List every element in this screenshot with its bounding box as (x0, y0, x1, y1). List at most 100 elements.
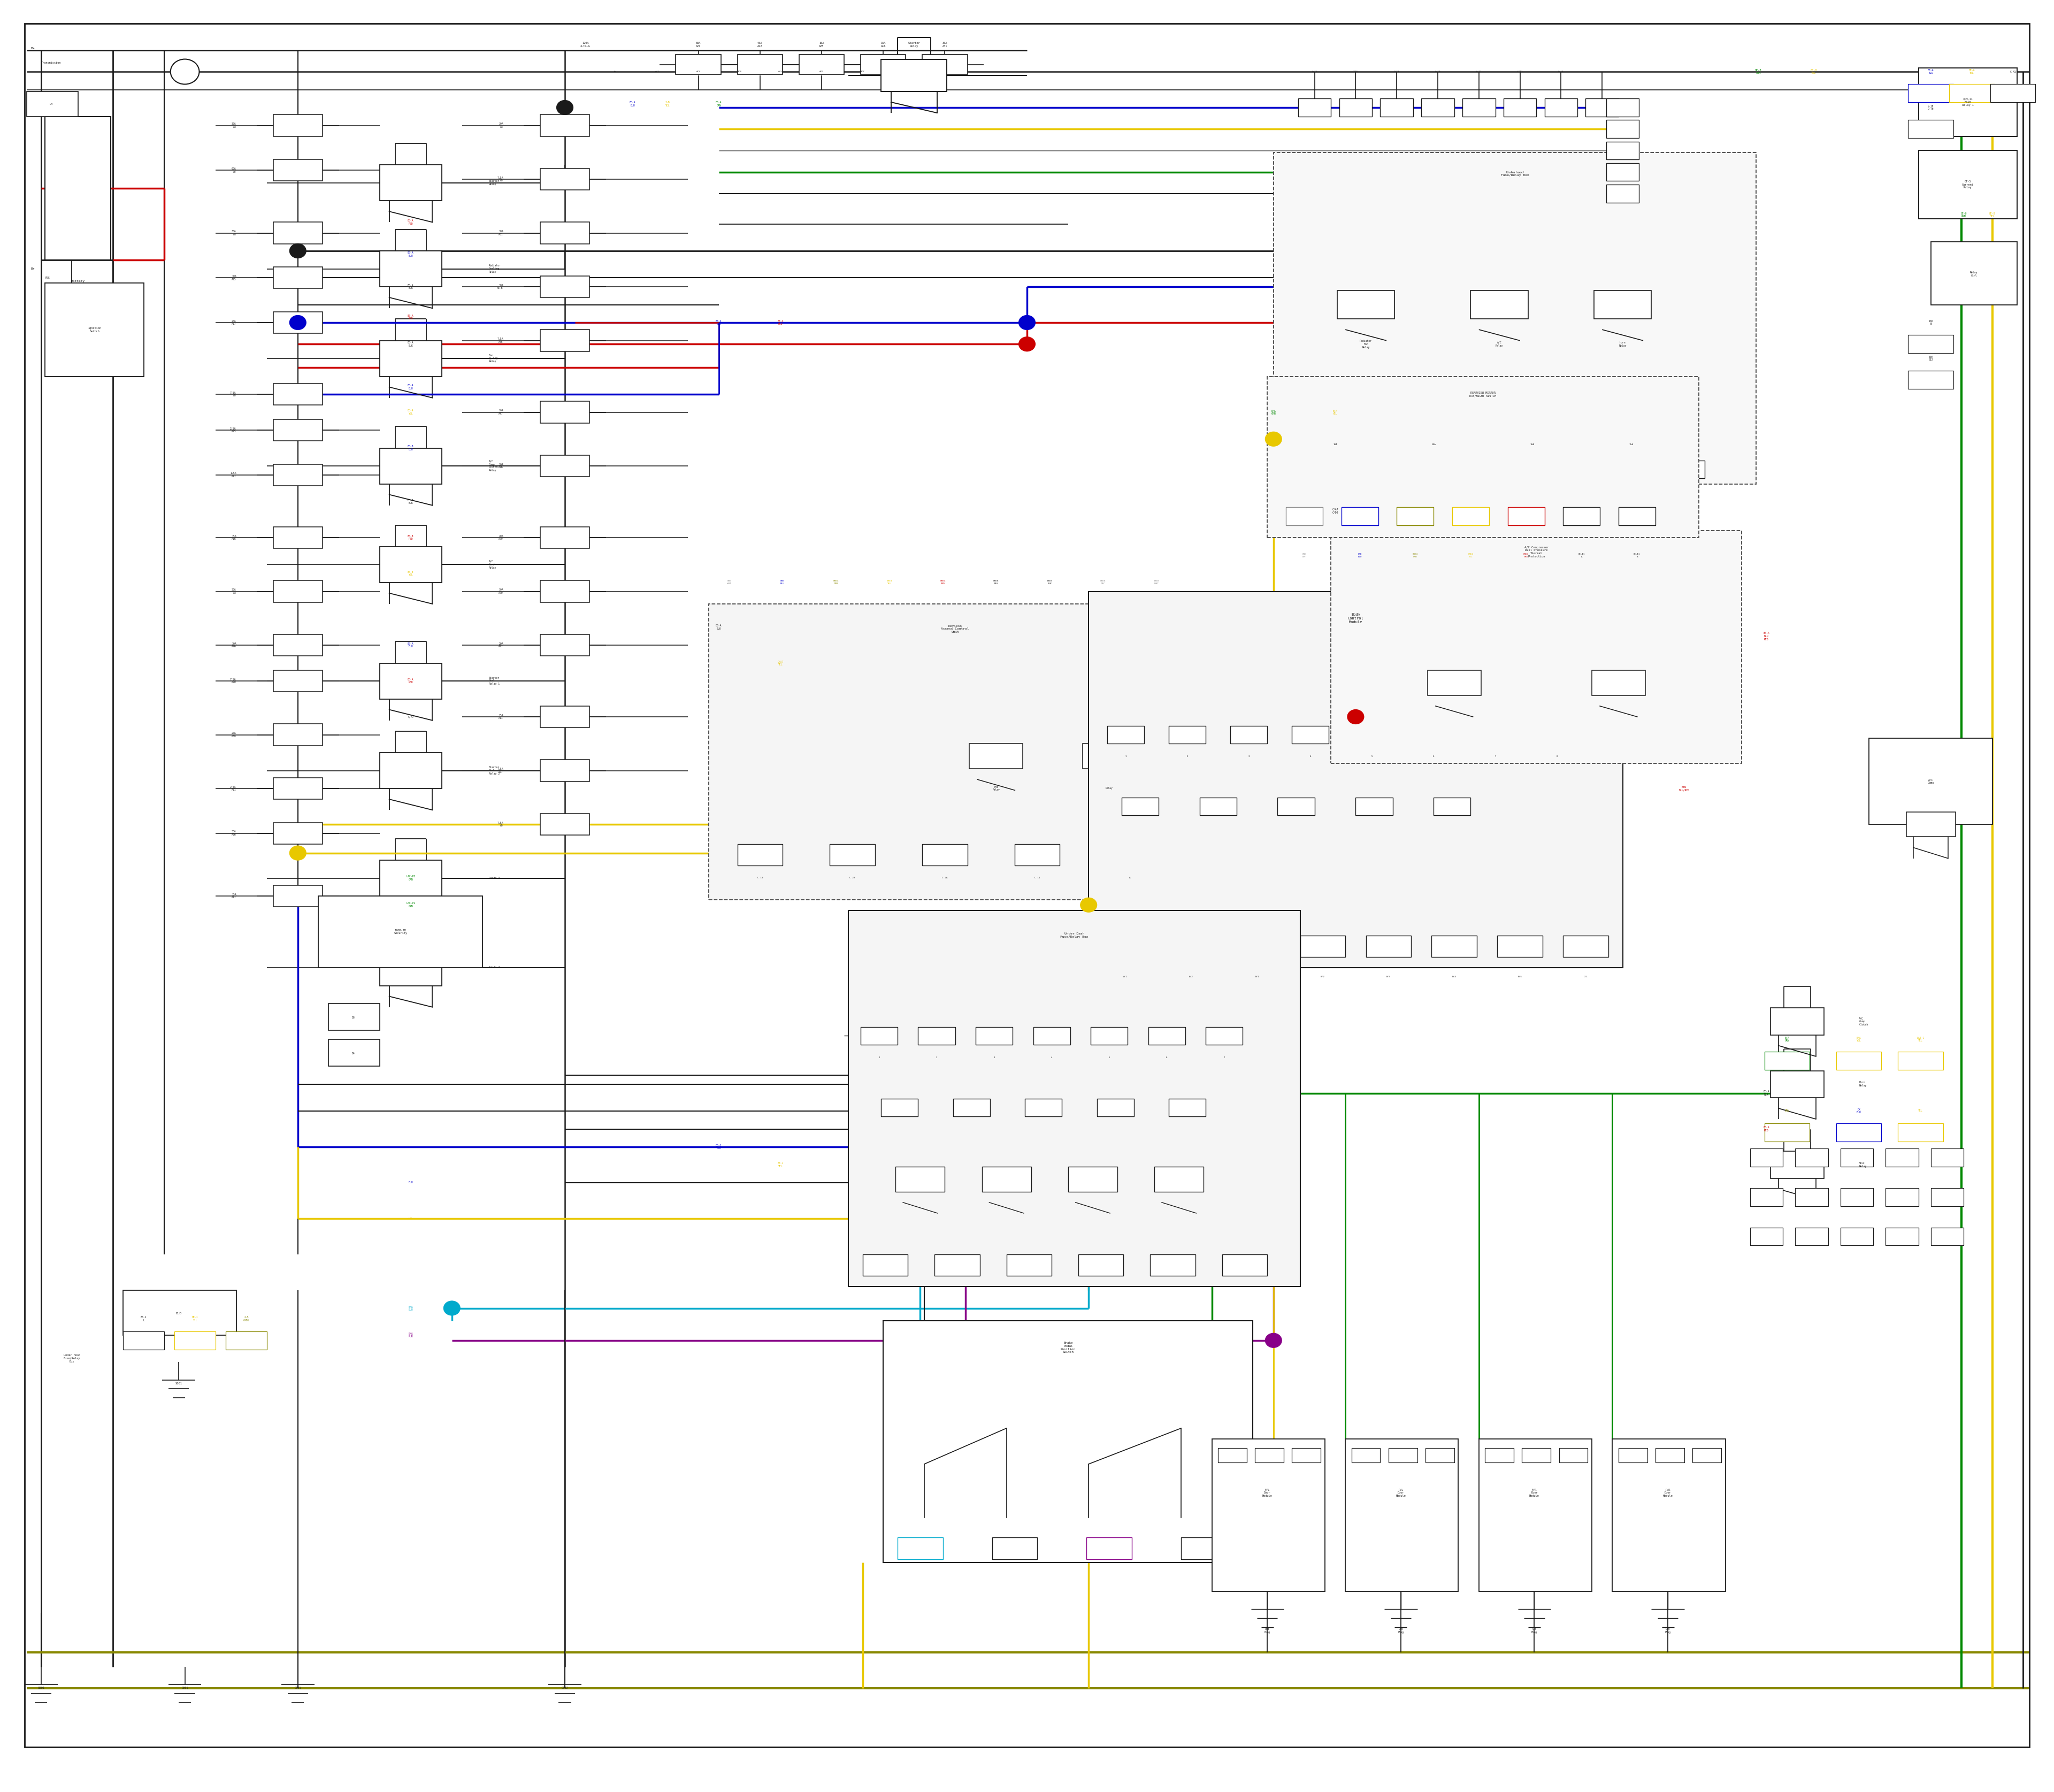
Bar (1795, 1188, 1828, 1206)
Bar (1610, 412, 1651, 430)
Bar (896, 1167, 945, 1192)
Bar (1840, 1228, 1873, 1245)
Text: 8E-A
RED: 8E-A RED (1764, 1125, 1768, 1133)
Bar (273, 115, 322, 136)
Bar (1485, 1448, 1514, 1462)
Bar (1352, 1448, 1380, 1462)
Bar (1107, 844, 1152, 866)
Text: 15A
A11: 15A A11 (499, 713, 503, 720)
Bar (273, 581, 322, 602)
Text: Misc
Relay: Misc Relay (1859, 1161, 1867, 1168)
Circle shape (1080, 898, 1097, 912)
Text: 20A
A39: 20A A39 (232, 731, 236, 738)
Text: B/1: B/1 (1255, 975, 1259, 978)
Text: 7.5A
A27: 7.5A A27 (497, 767, 503, 774)
Bar (922, 844, 967, 866)
Text: 30A
A3: 30A A3 (232, 122, 236, 129)
Bar (1292, 726, 1329, 744)
Bar (1300, 935, 1345, 957)
Text: A/2: A/2 (1189, 975, 1193, 978)
Bar (1181, 1538, 1226, 1559)
Bar (1331, 530, 1742, 763)
Bar (1471, 290, 1528, 319)
Text: 2.5A
A25: 2.5A A25 (230, 426, 236, 434)
Text: LAC-P2
GRN: LAC-P2 GRN (407, 874, 415, 882)
Bar (1339, 99, 1372, 116)
Text: 30A
B22: 30A B22 (1929, 355, 1933, 362)
Text: A/1: A/1 (1124, 975, 1128, 978)
Text: A/1: A/1 (614, 70, 618, 73)
Bar (1345, 1439, 1458, 1591)
Bar (1606, 185, 1639, 202)
Bar (1906, 812, 1955, 837)
Bar (318, 896, 483, 968)
Bar (273, 527, 322, 548)
Circle shape (557, 100, 573, 115)
Bar (1504, 99, 1536, 116)
Bar (861, 1027, 898, 1045)
Bar (848, 910, 1300, 1287)
Bar (1656, 1448, 1684, 1462)
Text: 10A
A47: 10A A47 (499, 409, 503, 416)
Text: 8E-8
YEL: 8E-8 YEL (1810, 68, 1818, 75)
Text: F50
Relay: F50 Relay (992, 785, 1000, 792)
Bar (1356, 797, 1393, 815)
Text: 8E-A
GRN: 8E-A GRN (717, 100, 721, 108)
Text: E/A
GRN: E/A GRN (1271, 409, 1276, 416)
Bar (1103, 935, 1148, 957)
Text: B/3: B/3 (1386, 975, 1391, 978)
Bar (380, 340, 442, 376)
Bar (273, 670, 322, 692)
Bar (273, 464, 322, 486)
Text: 1.5A
A17: 1.5A A17 (230, 471, 236, 478)
Text: 8E-A
BLK: 8E-A BLK (717, 624, 721, 631)
Text: E/A
GRN: E/A GRN (1785, 1036, 1789, 1043)
Text: Ignition
Switch: Ignition Switch (88, 326, 101, 333)
Text: Brake
Pedal
Position
Switch: Brake Pedal Position Switch (1060, 1342, 1076, 1353)
Text: F/R
Door
Module: F/R Door Module (1530, 1489, 1538, 1496)
Text: Keyless
Access Control
Unit: Keyless Access Control Unit (941, 625, 969, 633)
Text: 8RE4
CRN: 8RE4 CRN (834, 581, 838, 584)
Bar (1087, 1538, 1132, 1559)
Bar (1169, 935, 1214, 957)
Text: LAT-C
YEL: LAT-C YEL (1916, 1036, 1925, 1043)
Text: E/A
YEL: E/A YEL (1333, 409, 1337, 416)
Text: A/C
Cond
Relay: A/C Cond Relay (489, 561, 497, 568)
Text: 8E-A
RED: 8E-A RED (409, 677, 413, 685)
Bar (273, 724, 322, 745)
Text: C/13: C/13 (1559, 70, 1563, 73)
Bar (1931, 242, 2017, 305)
Text: LAC-P2
GRN: LAC-P2 GRN (407, 901, 415, 909)
Text: A/4: A/4 (737, 70, 741, 73)
Bar (1990, 84, 2036, 102)
Bar (273, 383, 322, 405)
Bar (1602, 461, 1643, 478)
Text: 10A
A20: 10A A20 (499, 588, 503, 595)
Text: C/11: C/11 (1477, 70, 1481, 73)
Text: 8E-A
BLK: 8E-A BLK (1764, 1090, 1768, 1097)
Bar (380, 547, 442, 582)
Text: 8E-A
BLU
RED: 8E-A BLU RED (1764, 633, 1768, 640)
Text: 8E-4
BLU: 8E-4 BLU (409, 383, 413, 391)
Text: 8E-1
Y-L: 8E-1 Y-L (193, 1315, 197, 1322)
Circle shape (444, 1301, 460, 1315)
Bar (1522, 1448, 1551, 1462)
Text: 8RE
BLU: 8RE BLU (781, 581, 785, 584)
Bar (540, 115, 589, 136)
Text: D4: D4 (351, 1052, 355, 1055)
Bar (1432, 935, 1477, 957)
Bar (1341, 507, 1378, 525)
Text: 8E-A
RED: 8E-A RED (409, 314, 413, 321)
Text: Diode 4: Diode 4 (489, 966, 499, 969)
Text: ELD: ELD (177, 1312, 181, 1315)
Bar (1273, 152, 1756, 484)
Text: 10A
A46: 10A A46 (499, 462, 503, 470)
Text: F/L
Door
Module: F/L Door Module (1263, 1489, 1271, 1496)
Text: A/5: A/5 (778, 70, 783, 73)
Bar (1606, 99, 1639, 116)
Bar (1417, 461, 1458, 478)
Text: 7.5A
A5: 7.5A A5 (497, 821, 503, 828)
Bar (540, 276, 589, 297)
Text: 30A
A3: 30A A3 (499, 122, 503, 129)
Text: 8E-8
YEL: 8E-8 YEL (1990, 211, 1994, 219)
